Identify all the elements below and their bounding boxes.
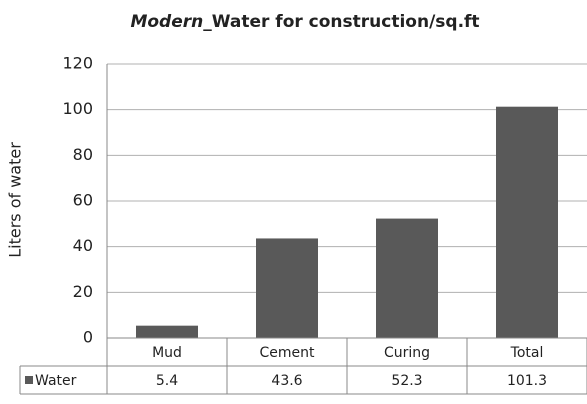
y-tick-label: 20 (73, 282, 93, 301)
x-tick-label: Curing (384, 345, 430, 361)
table-value: 5.4 (156, 373, 178, 389)
bar (256, 238, 318, 338)
y-tick-label: 100 (62, 99, 93, 118)
legend-label: Water (35, 373, 77, 389)
y-axis-label: Liters of water (6, 142, 25, 258)
x-tick-label: Mud (152, 345, 182, 361)
bar (496, 106, 558, 338)
x-tick-label: Total (510, 345, 544, 361)
table-value: 101.3 (507, 373, 547, 389)
x-tick-label: Cement (259, 345, 315, 361)
bar (376, 218, 438, 338)
table-value: 43.6 (271, 373, 302, 389)
legend-key (25, 376, 33, 384)
y-tick-label: 120 (62, 54, 93, 73)
chart-title: Modern_Water for construction/sq.ft (130, 12, 479, 32)
y-tick-label: 60 (73, 191, 93, 210)
title-part: Modern (130, 12, 203, 32)
bar (136, 325, 198, 338)
y-tick-label: 40 (73, 236, 93, 255)
y-tick-label: 0 (83, 328, 93, 347)
y-tick-label: 80 (73, 145, 93, 164)
title-part: _Water for construction/sq.ft (203, 12, 479, 32)
table-value: 52.3 (391, 373, 422, 389)
